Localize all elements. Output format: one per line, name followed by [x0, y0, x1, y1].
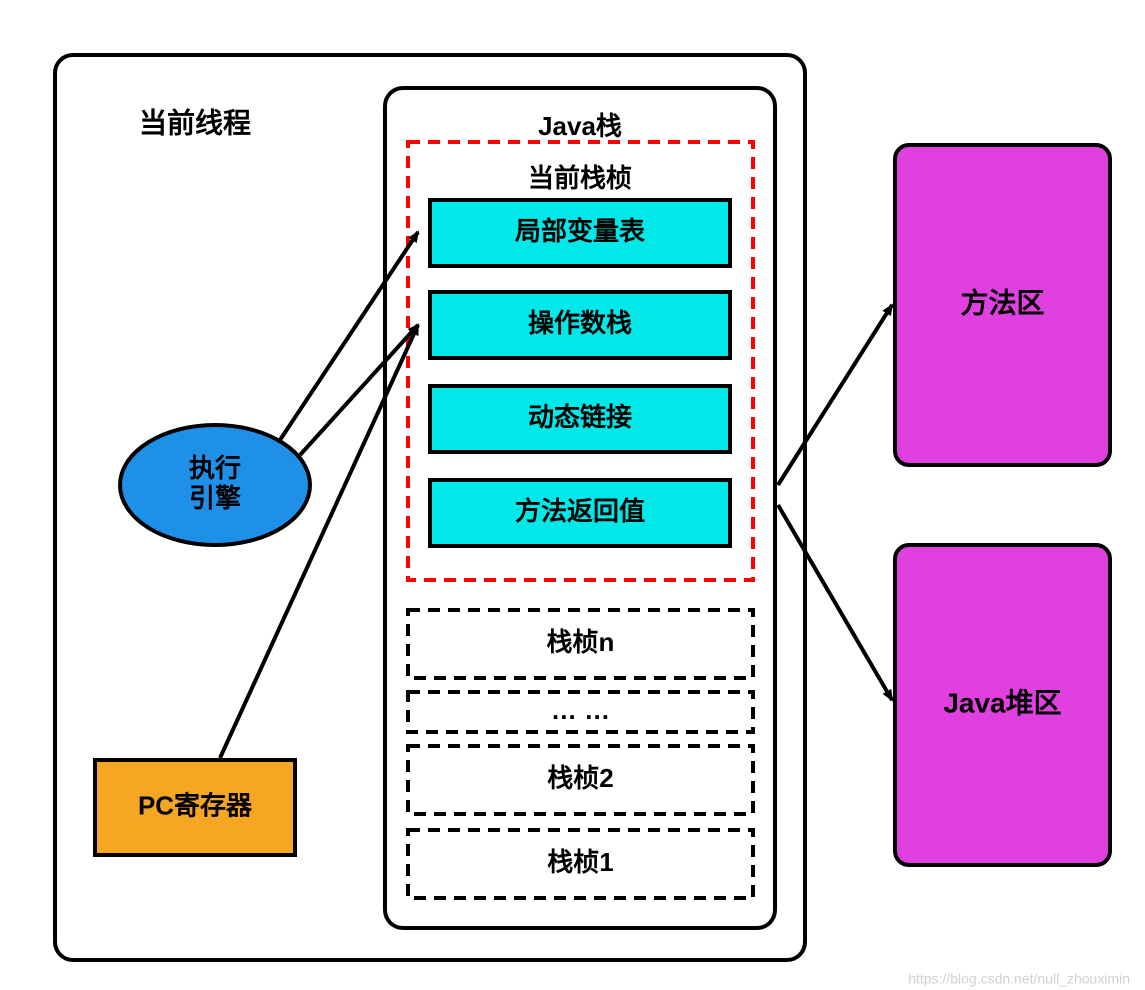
method-area-label: 方法区 — [960, 286, 1044, 318]
exec-engine-label: 执行 — [189, 453, 241, 483]
frame-slot-label-3: 方法返回值 — [515, 496, 645, 526]
exec-engine-label: 引擎 — [189, 483, 241, 513]
pc-register-label: PC寄存器 — [138, 790, 253, 820]
current-stack-frame-label: 当前栈桢 — [528, 163, 632, 193]
frame-slot-label-2: 动态链接 — [528, 402, 632, 432]
current-thread-label: 当前线程 — [139, 106, 251, 138]
frame-slot-label-0: 局部变量表 — [515, 216, 646, 246]
watermark-text: https://blog.csdn.net/null_zhouximin — [908, 971, 1130, 987]
heap-area-label: Java堆区 — [943, 687, 1061, 718]
frame-slot-label-1: 操作数栈 — [528, 308, 632, 338]
stack-frame-other-label-3: 栈桢1 — [547, 847, 613, 877]
stack-frame-other-label-0: 栈桢n — [547, 627, 615, 657]
stack-frame-other-label-1: … … — [551, 695, 610, 725]
java-stack-label: Java栈 — [538, 111, 622, 141]
stack-frame-other-label-2: 栈桢2 — [547, 763, 613, 793]
